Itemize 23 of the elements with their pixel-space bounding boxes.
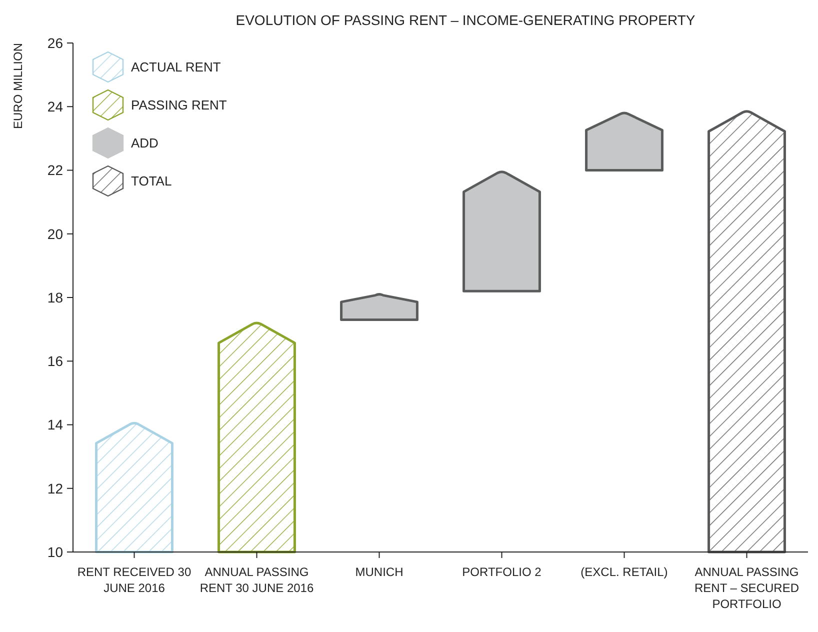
bar xyxy=(708,110,786,554)
y-tick-label: 16 xyxy=(47,353,64,370)
legend-label: ACTUAL RENT xyxy=(131,60,221,75)
legend-label: PASSING RENT xyxy=(131,98,227,113)
y-tick-label: 14 xyxy=(47,416,64,433)
x-tick-label: PORTFOLIO 2 xyxy=(462,565,542,579)
x-tick-label: ANNUAL PASSING RENT 30 JUNE 2016 xyxy=(200,565,314,595)
y-tick-label: 12 xyxy=(47,480,64,496)
y-tick-label: 20 xyxy=(47,226,64,242)
y-tick-label: 10 xyxy=(47,544,64,560)
x-tick-label: ANNUAL PASSING RENT – SECURED PORTFOLIO xyxy=(694,565,800,611)
y-axis-title: EURO MILLION xyxy=(11,43,25,130)
legend-label: TOTAL xyxy=(131,174,172,189)
chart-title: EVOLUTION OF PASSING RENT – INCOME-GENERATING PROPERTY xyxy=(236,12,696,28)
y-tick-label: 22 xyxy=(47,162,64,178)
y-tick-label: 24 xyxy=(47,98,64,115)
x-tick-label: RENT RECEIVED 30 JUNE 2016 xyxy=(77,565,192,595)
y-tick-label: 18 xyxy=(47,289,64,306)
y-tick-label: 26 xyxy=(47,34,64,51)
x-tick-label: (EXCL. RETAIL) xyxy=(580,565,668,579)
bar xyxy=(218,322,296,554)
x-tick-label: MUNICH xyxy=(355,565,404,579)
legend-label: ADD xyxy=(131,136,158,151)
